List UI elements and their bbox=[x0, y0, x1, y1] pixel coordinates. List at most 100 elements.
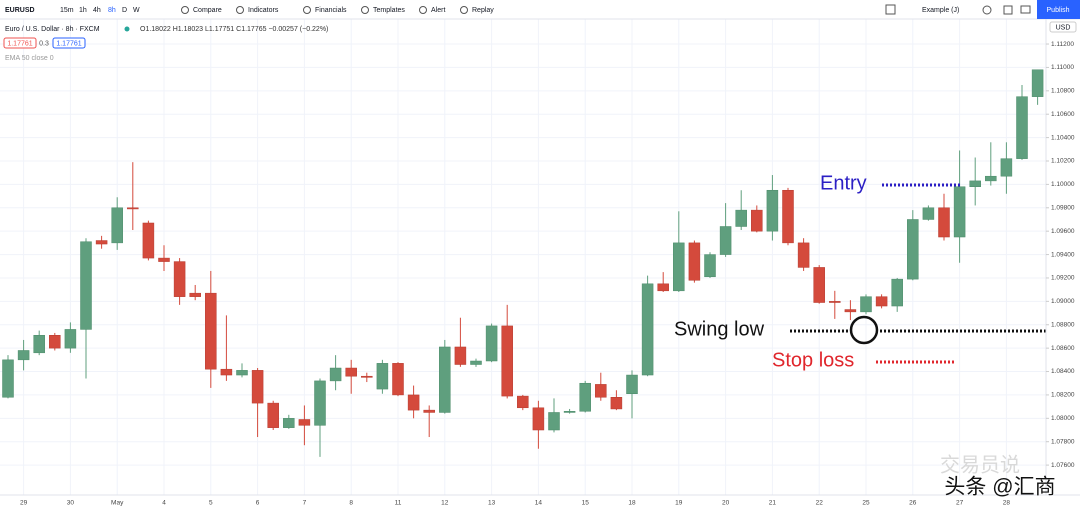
candle-body bbox=[985, 175, 997, 182]
button-icon[interactable] bbox=[460, 6, 468, 14]
publish-button[interactable] bbox=[1037, 0, 1080, 19]
x-tick-label: 18 bbox=[628, 500, 636, 507]
candle-body bbox=[548, 412, 560, 431]
candle-body bbox=[361, 375, 373, 378]
bid-box[interactable] bbox=[3, 37, 37, 49]
x-tick-label: 12 bbox=[441, 500, 449, 507]
x-tick-label: 22 bbox=[816, 500, 824, 507]
y-tick-label: 1.08800 bbox=[1051, 321, 1075, 328]
toolbar-button[interactable]: Templates bbox=[373, 7, 405, 14]
x-tick-label: 21 bbox=[769, 500, 777, 507]
toolbar-button[interactable]: Financials bbox=[315, 7, 347, 14]
candle-body bbox=[283, 418, 295, 428]
currency[interactable]: USD bbox=[1056, 24, 1071, 31]
candle-body bbox=[735, 209, 747, 227]
interval[interactable]: D bbox=[122, 7, 127, 14]
candle-body bbox=[563, 411, 576, 413]
button-icon[interactable] bbox=[236, 6, 244, 14]
settings-icon[interactable] bbox=[982, 5, 992, 15]
legend-ohlc: O1.18022 H1.18023 L1.17751 C1.17765 −0.0… bbox=[140, 26, 328, 33]
candle-body bbox=[127, 207, 139, 210]
candle-body bbox=[797, 242, 810, 268]
candle-body bbox=[95, 240, 108, 245]
candle-body bbox=[298, 419, 311, 426]
annotation: Stop loss bbox=[772, 349, 854, 371]
interval[interactable]: 4h bbox=[93, 7, 101, 14]
candle-body bbox=[860, 296, 872, 313]
interval[interactable]: 8h bbox=[108, 7, 116, 14]
candle-body bbox=[688, 242, 701, 281]
layout-name[interactable]: Example (J) bbox=[922, 7, 959, 14]
candle-body bbox=[501, 325, 513, 397]
button-icon[interactable] bbox=[419, 6, 427, 14]
x-tick-label: 5 bbox=[209, 500, 213, 507]
x-tick-label: 20 bbox=[722, 500, 730, 507]
publish-label[interactable]: Publish bbox=[1047, 7, 1070, 14]
currency-box[interactable] bbox=[1049, 21, 1077, 33]
x-tick-label: 19 bbox=[675, 500, 683, 507]
button-icon[interactable] bbox=[181, 6, 189, 14]
candle-body bbox=[376, 363, 389, 390]
symbol[interactable]: EURUSD bbox=[5, 7, 35, 14]
annotation: Entry bbox=[820, 172, 867, 194]
x-tick-label: 30 bbox=[67, 500, 75, 507]
x-tick-label: 8 bbox=[349, 500, 353, 507]
candle-body bbox=[485, 325, 498, 362]
candle-body bbox=[579, 382, 591, 412]
y-tick-label: 1.07800 bbox=[1051, 438, 1075, 445]
toolbar-button[interactable]: Alert bbox=[431, 7, 445, 14]
candle-body bbox=[813, 267, 825, 303]
candle-body bbox=[345, 367, 357, 377]
candle-body bbox=[1031, 69, 1044, 97]
toolbar-button[interactable]: Compare bbox=[193, 7, 222, 14]
y-tick-label: 1.09200 bbox=[1051, 275, 1075, 282]
candle-body bbox=[142, 222, 155, 259]
candle-body bbox=[392, 363, 404, 396]
ask-box[interactable] bbox=[52, 37, 86, 49]
candle-body bbox=[329, 367, 342, 382]
interval[interactable]: W bbox=[133, 7, 140, 14]
y-tick-label: 1.08000 bbox=[1051, 415, 1075, 422]
candle-body bbox=[938, 207, 950, 238]
candle-body bbox=[205, 292, 217, 370]
y-tick-label: 1.10000 bbox=[1051, 181, 1075, 188]
candle-body bbox=[2, 359, 14, 398]
candle-body bbox=[454, 346, 467, 365]
icon[interactable] bbox=[885, 4, 896, 15]
y-tick-label: 1.09000 bbox=[1051, 298, 1075, 305]
plot bbox=[2, 69, 1044, 457]
candle-body bbox=[1000, 158, 1013, 177]
y-tick-label: 1.08400 bbox=[1051, 368, 1075, 375]
button-icon[interactable] bbox=[303, 6, 311, 14]
y-tick-label: 1.10600 bbox=[1051, 111, 1075, 118]
candle-body bbox=[704, 254, 716, 278]
button-icon[interactable] bbox=[361, 6, 369, 14]
y-tick-label: 1.11200 bbox=[1051, 41, 1074, 48]
candle-body bbox=[953, 186, 966, 238]
y-tick-label: 1.07600 bbox=[1051, 462, 1075, 469]
toolbar-button[interactable]: Replay bbox=[472, 7, 494, 14]
toolbar-button[interactable]: Indicators bbox=[248, 7, 279, 14]
y-tick-label: 1.09600 bbox=[1051, 228, 1075, 235]
x-tick-label: 7 bbox=[303, 500, 307, 507]
candle-body bbox=[532, 407, 545, 431]
spread: 0.3 bbox=[39, 40, 49, 47]
x-tick-label: 4 bbox=[162, 500, 166, 507]
candle-body bbox=[641, 283, 654, 376]
watermark-source: 头条 @汇商 bbox=[944, 476, 1055, 499]
x-tick-label: 25 bbox=[862, 500, 870, 507]
toolbar: 15m 1h 4h 8h D W Compare Indicators Financials Te… bbox=[60, 6, 494, 14]
y-tick-label: 1.10800 bbox=[1051, 88, 1075, 95]
snapshot-icon[interactable] bbox=[1020, 5, 1031, 14]
y-tick-label: 1.08600 bbox=[1051, 345, 1075, 352]
candle-body bbox=[470, 360, 482, 365]
candle-body bbox=[251, 370, 264, 404]
interval[interactable]: 15m bbox=[60, 7, 74, 14]
candle-body bbox=[267, 402, 279, 428]
interval[interactable]: 1h bbox=[79, 7, 87, 14]
fullscreen-icon[interactable] bbox=[1003, 5, 1013, 15]
x-tick-label: 27 bbox=[956, 500, 964, 507]
candle-body bbox=[33, 335, 45, 354]
y-tick-label: 1.11000 bbox=[1051, 64, 1074, 71]
x-tick-label: 11 bbox=[395, 500, 402, 507]
